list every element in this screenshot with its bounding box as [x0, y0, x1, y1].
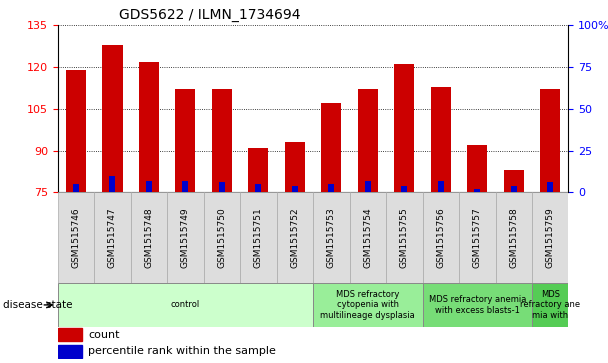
Text: GSM1515746: GSM1515746: [72, 207, 80, 268]
Bar: [321, 103, 341, 192]
Bar: [167, 192, 204, 283]
Text: count: count: [88, 330, 120, 340]
Text: GSM1515758: GSM1515758: [510, 207, 518, 268]
Bar: [73, 184, 79, 192]
Bar: [94, 192, 131, 283]
Bar: [212, 89, 232, 192]
Text: GSM1515759: GSM1515759: [546, 207, 554, 268]
Text: GDS5622 / ILMN_1734694: GDS5622 / ILMN_1734694: [119, 8, 300, 22]
Bar: [58, 328, 82, 341]
Text: GSM1515754: GSM1515754: [364, 207, 372, 268]
Bar: [131, 192, 167, 283]
Bar: [285, 142, 305, 192]
Bar: [58, 192, 94, 283]
Text: GSM1515752: GSM1515752: [291, 207, 299, 268]
Text: GSM1515753: GSM1515753: [327, 207, 336, 268]
Bar: [423, 192, 459, 283]
Text: GSM1515748: GSM1515748: [145, 207, 153, 268]
Text: GSM1515755: GSM1515755: [400, 207, 409, 268]
Text: MDS
refractory ane
mia with: MDS refractory ane mia with: [520, 290, 580, 320]
Bar: [496, 192, 532, 283]
Bar: [547, 182, 553, 192]
Bar: [204, 192, 240, 283]
Bar: [511, 186, 517, 192]
Bar: [350, 192, 386, 283]
Bar: [248, 148, 268, 192]
Bar: [66, 70, 86, 192]
Bar: [438, 181, 444, 192]
Text: MDS refractory anemia
with excess blasts-1: MDS refractory anemia with excess blasts…: [429, 295, 526, 315]
Text: control: control: [171, 301, 200, 309]
Text: percentile rank within the sample: percentile rank within the sample: [88, 346, 276, 356]
Text: MDS refractory
cytopenia with
multilineage dysplasia: MDS refractory cytopenia with multilinea…: [320, 290, 415, 320]
Bar: [313, 283, 423, 327]
Text: GSM1515750: GSM1515750: [218, 207, 226, 268]
Bar: [430, 87, 451, 192]
Text: GSM1515757: GSM1515757: [473, 207, 482, 268]
Bar: [313, 192, 350, 283]
Bar: [503, 170, 524, 192]
Bar: [240, 192, 277, 283]
Bar: [532, 192, 568, 283]
Text: GSM1515751: GSM1515751: [254, 207, 263, 268]
Bar: [467, 145, 487, 192]
Bar: [459, 192, 496, 283]
Bar: [423, 283, 532, 327]
Bar: [175, 89, 195, 192]
Bar: [292, 186, 298, 192]
Text: GSM1515747: GSM1515747: [108, 207, 117, 268]
Bar: [277, 192, 313, 283]
Bar: [102, 45, 122, 192]
Bar: [109, 176, 116, 192]
Bar: [58, 345, 82, 358]
Text: GSM1515756: GSM1515756: [437, 207, 445, 268]
Bar: [146, 181, 152, 192]
Bar: [358, 89, 378, 192]
Bar: [394, 64, 414, 192]
Bar: [386, 192, 423, 283]
Bar: [540, 89, 561, 192]
Bar: [219, 182, 225, 192]
Text: disease state: disease state: [3, 300, 72, 310]
Bar: [182, 181, 188, 192]
Bar: [139, 62, 159, 192]
Bar: [365, 181, 371, 192]
Bar: [532, 283, 568, 327]
Bar: [474, 189, 480, 192]
Bar: [58, 283, 313, 327]
Bar: [255, 184, 261, 192]
Bar: [401, 186, 407, 192]
Bar: [328, 184, 334, 192]
Text: GSM1515749: GSM1515749: [181, 207, 190, 268]
